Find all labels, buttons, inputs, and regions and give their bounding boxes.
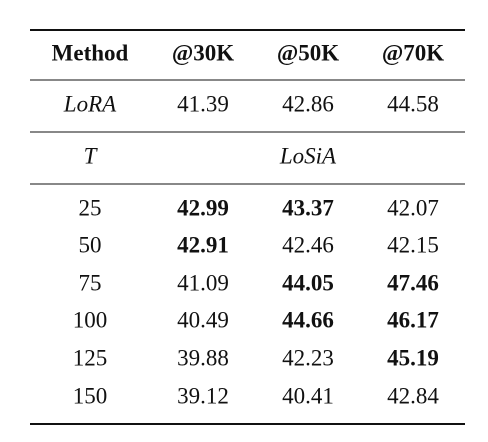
row-param: 150 <box>73 383 108 408</box>
row-value: 42.07 <box>387 195 439 220</box>
row-value: 42.84 <box>387 383 439 408</box>
row-value: 42.46 <box>282 232 334 257</box>
row-value: 45.19 <box>387 345 439 370</box>
row-value: 43.37 <box>282 195 334 220</box>
row-param: 50 <box>79 232 102 257</box>
row-param: 75 <box>79 270 102 295</box>
row-value: 47.46 <box>387 270 439 295</box>
row-value: 42.91 <box>177 232 229 257</box>
row-param: 25 <box>79 195 102 220</box>
row-value: 44.05 <box>282 270 334 295</box>
header-cell: Method <box>52 40 129 65</box>
row-param: 125 <box>73 345 108 370</box>
row-value: 46.17 <box>387 307 439 332</box>
row-value: 42.15 <box>387 232 439 257</box>
row-value: 41.09 <box>177 270 229 295</box>
row-value: 42.23 <box>282 345 334 370</box>
section-label: LoSiA <box>279 143 337 168</box>
header-cell: @50K <box>277 40 339 66</box>
baseline-method: LoRA <box>63 91 117 116</box>
param-label: T <box>84 143 99 168</box>
row-value: 42.99 <box>177 195 229 220</box>
row-value: 39.88 <box>177 345 229 370</box>
baseline-value: 44.58 <box>387 91 439 116</box>
baseline-value: 41.39 <box>177 91 229 116</box>
row-value: 39.12 <box>177 383 229 408</box>
baseline-value: 42.86 <box>282 91 334 116</box>
row-param: 100 <box>73 307 108 332</box>
header-cell: @70K <box>382 40 444 66</box>
row-value: 40.41 <box>282 383 334 408</box>
row-value: 40.49 <box>177 307 229 332</box>
row-value: 44.66 <box>282 307 334 332</box>
header-cell: @30K <box>172 40 234 66</box>
